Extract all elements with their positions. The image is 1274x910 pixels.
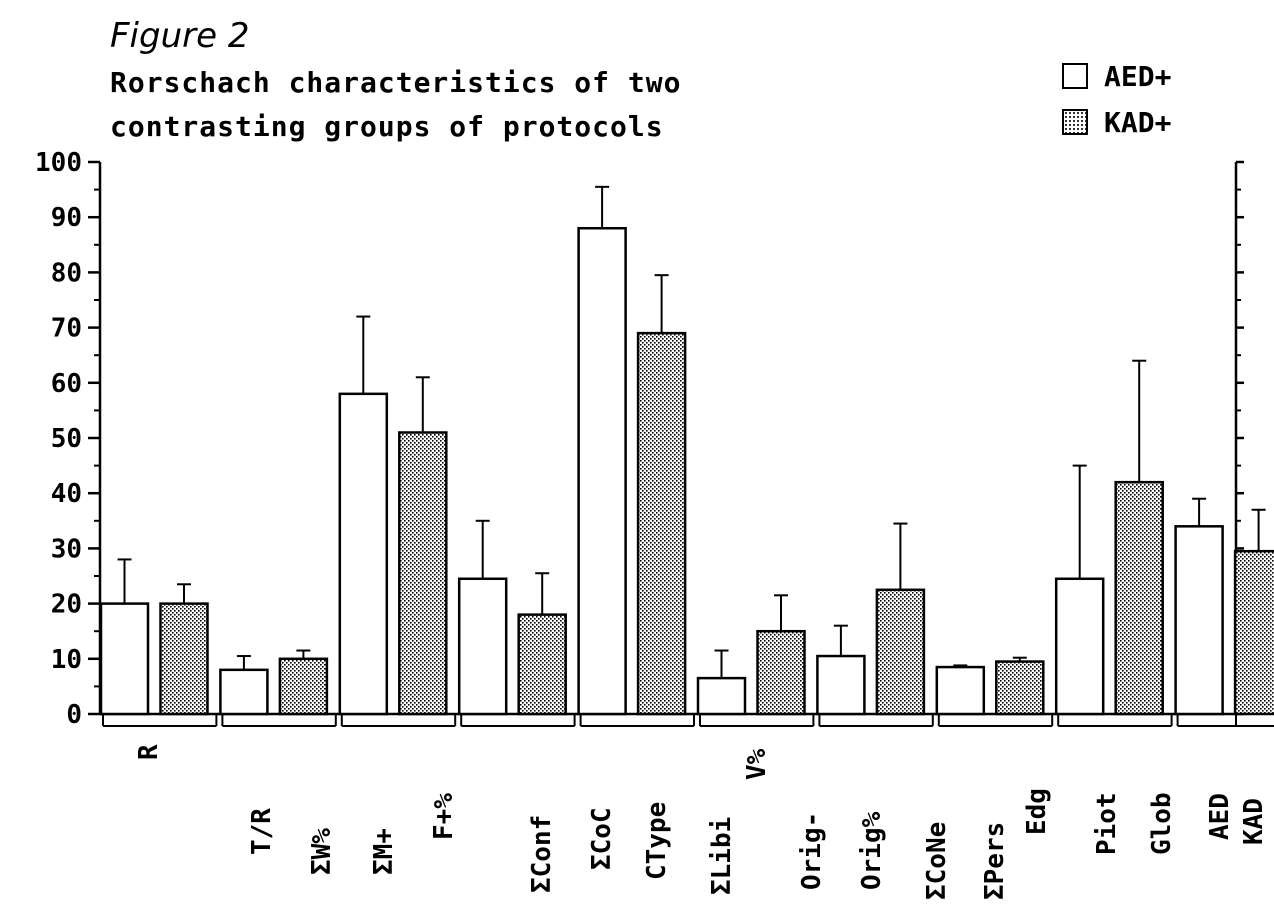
x-category-label: Edg <box>1022 788 1052 835</box>
bar-aed <box>219 668 269 716</box>
x-category-label: R <box>134 744 164 760</box>
y-tick-label: 20 <box>51 590 82 620</box>
y-tick-label: 60 <box>51 369 82 399</box>
x-category-label: ΣPers <box>980 822 1010 900</box>
y-tick-label: 40 <box>51 479 82 509</box>
bar-aed <box>696 676 747 716</box>
x-category-label: CType <box>642 802 672 880</box>
bar-kad <box>756 629 806 716</box>
bar-aed <box>457 577 508 716</box>
bars-group <box>99 185 1274 716</box>
legend-swatch-kad <box>1062 109 1088 135</box>
legend-swatch-aed <box>1062 63 1088 89</box>
y-tick-label: 100 <box>35 148 82 178</box>
y-tick-label: 90 <box>51 203 82 233</box>
chart-title-line-2: contrasting groups of protocols <box>110 110 664 143</box>
x-category-label: AED <box>1205 793 1235 840</box>
legend-item-kad: KAD+ <box>1062 105 1172 139</box>
y-tick-label: 30 <box>51 534 82 564</box>
x-category-label: V% <box>742 748 772 780</box>
bar-kad <box>159 602 209 716</box>
y-tick-label: 80 <box>51 258 82 288</box>
bar-kad <box>636 331 687 716</box>
bar-kad <box>875 588 926 716</box>
x-category-label: ΣCoC <box>587 807 617 870</box>
y-tick-label: 70 <box>51 314 82 344</box>
bar-aed <box>1174 525 1224 716</box>
figure-label: Figure 2 <box>110 16 250 56</box>
x-category-label: Orig% <box>857 811 887 890</box>
x-category-label: ΣConf <box>527 815 557 893</box>
y-tick-label: 50 <box>51 424 82 454</box>
bar-kad <box>517 613 567 716</box>
chart-title-line-1: Rorschach characteristics of two <box>110 66 682 99</box>
legend-label-aed: AED+ <box>1104 59 1172 93</box>
bar-kad <box>995 660 1045 716</box>
bar-aed <box>816 654 866 716</box>
x-category-label: ΣLibi <box>707 817 737 895</box>
bar-kad <box>278 657 329 716</box>
bar-aed <box>1054 577 1105 716</box>
legend-label-kad: KAD+ <box>1104 105 1172 139</box>
bar-aed <box>99 602 150 716</box>
x-category-label: ΣM+ <box>369 828 399 875</box>
bar-kad <box>1114 480 1164 716</box>
bar-kad <box>1233 549 1274 716</box>
bar-aed <box>577 226 627 716</box>
x-category-label: T/R <box>247 808 277 855</box>
x-category-label: Glob <box>1147 792 1177 855</box>
legend-item-aed: AED+ <box>1062 59 1172 93</box>
y-tick-label: 0 <box>66 700 82 730</box>
x-category-label: F+% <box>429 793 459 840</box>
y-tick-label: 10 <box>51 645 82 675</box>
bar-aed <box>935 665 986 716</box>
x-category-label: Piot <box>1092 792 1122 855</box>
x-category-label: ΣCoNe <box>922 822 952 900</box>
bar-kad <box>398 431 448 716</box>
x-category-label: Orig- <box>797 812 827 890</box>
labels-group: R T/R ΣW% ΣM+ F+% ΣConf ΣCoC CType ΣLibi V% Orig- O… <box>134 744 1269 900</box>
bar-aed <box>338 392 389 716</box>
x-category-label: KAD <box>1239 798 1269 845</box>
x-category-label: ΣW% <box>307 828 337 875</box>
